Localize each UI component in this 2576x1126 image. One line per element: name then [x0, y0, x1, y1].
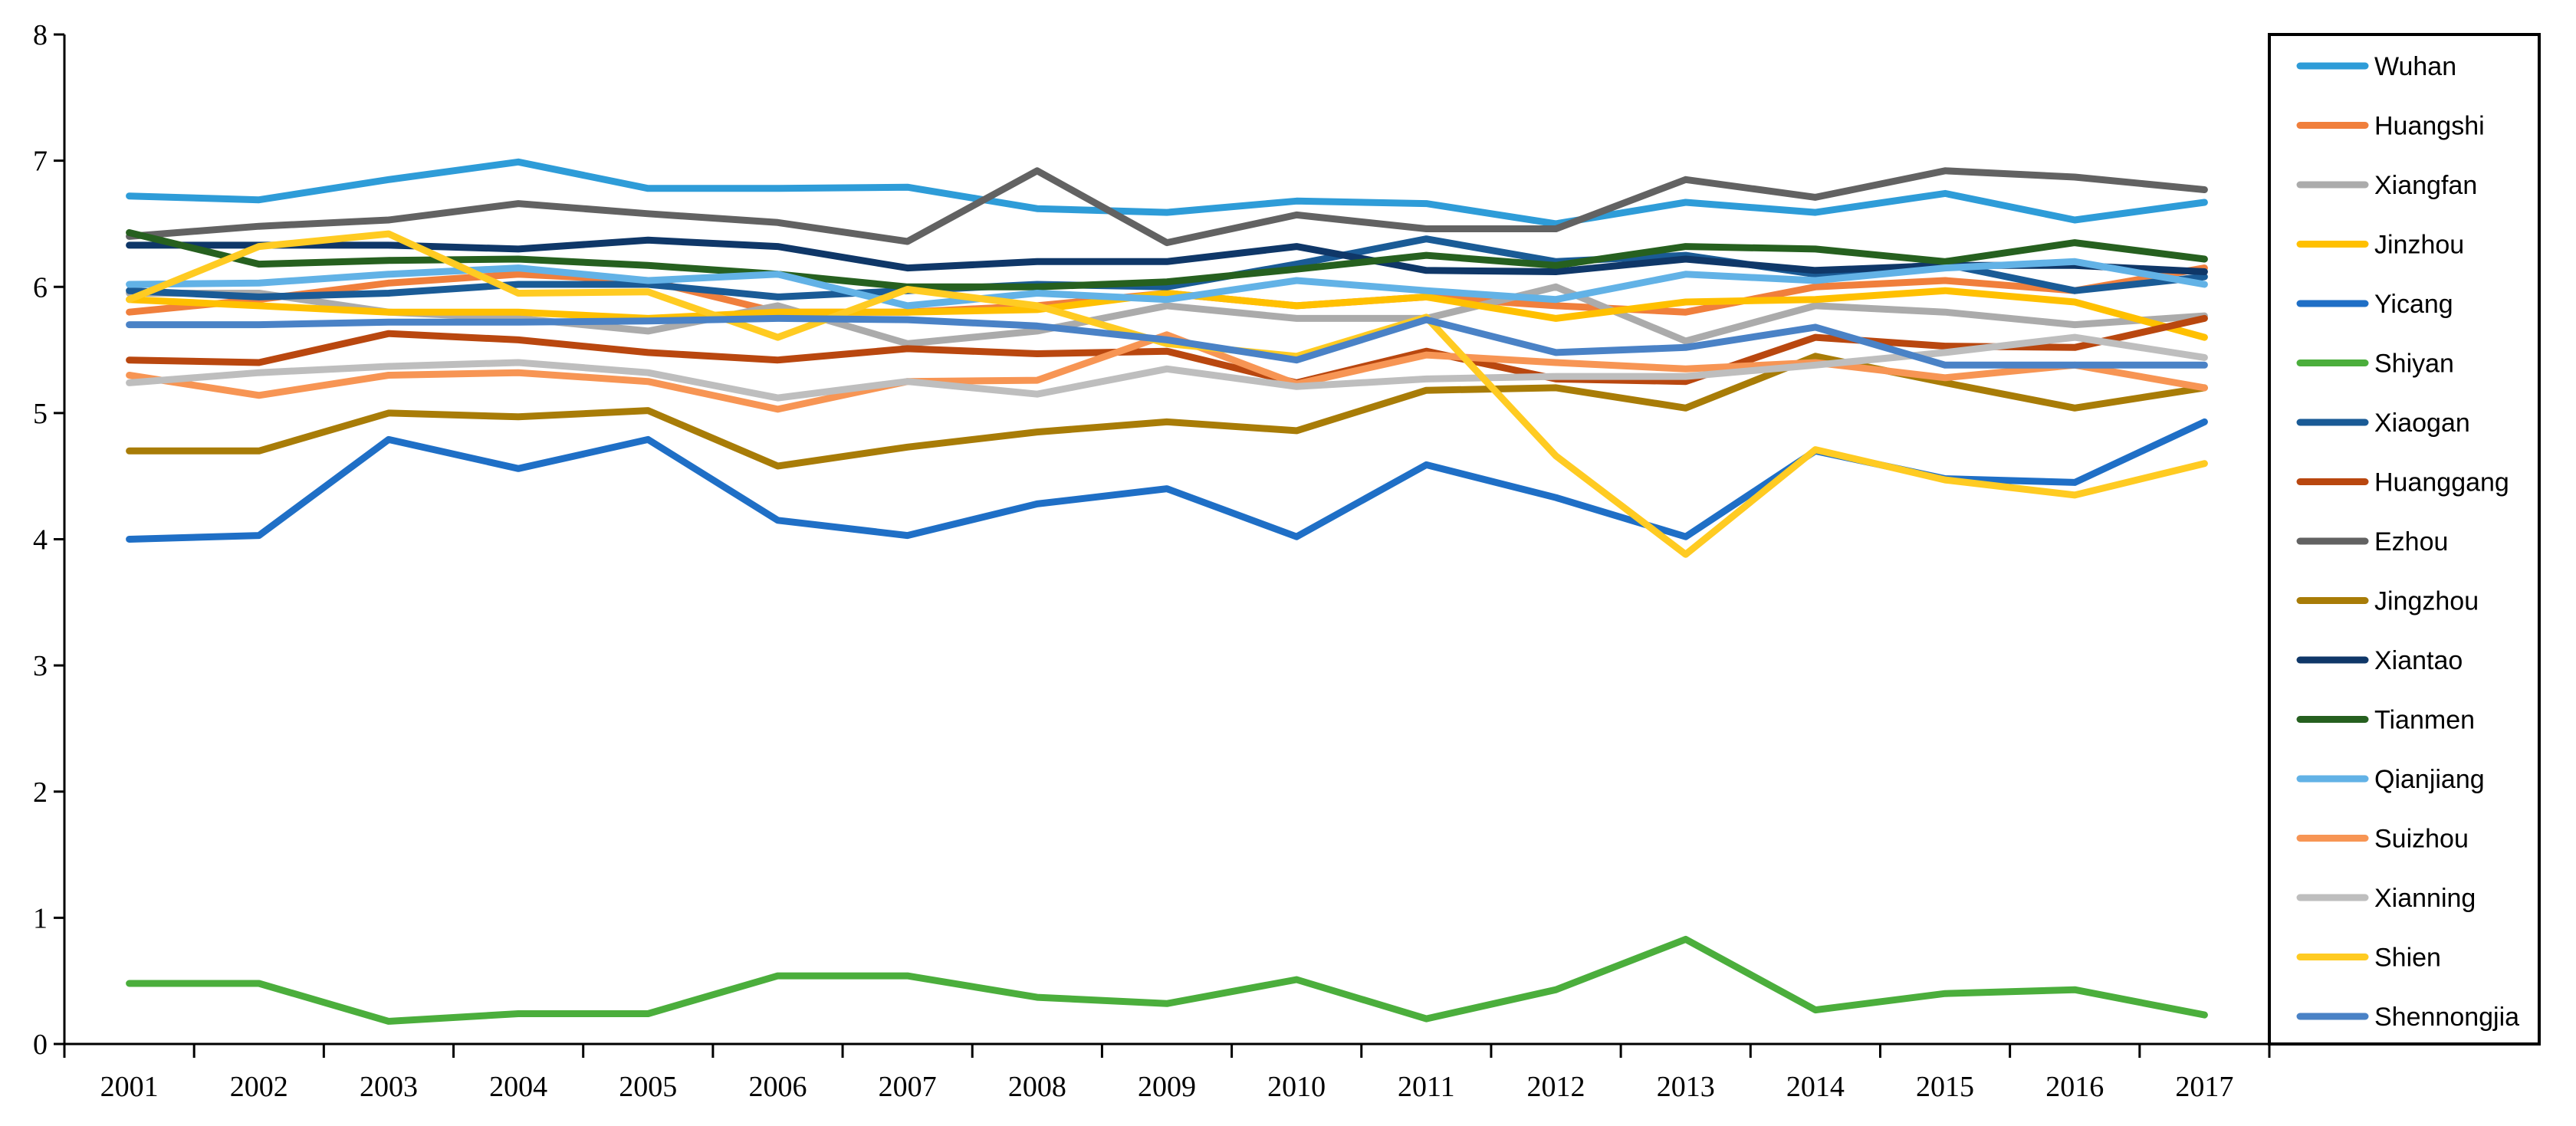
y-tick-label: 4: [33, 524, 48, 556]
series-line-yicang: [126, 418, 2208, 543]
legend-label-xiangfan: Xiangfan: [2374, 171, 2477, 200]
series-line-xianning: [126, 333, 2208, 402]
legend-label-jingzhou: Jingzhou: [2374, 587, 2479, 616]
y-tick-label: 6: [33, 271, 48, 304]
y-tick-label: 5: [33, 398, 48, 430]
legend-label-tianmen: Tianmen: [2374, 706, 2475, 735]
legend-label-xianning: Xianning: [2374, 884, 2476, 913]
y-tick-label: 8: [33, 19, 48, 51]
y-tick-label: 2: [33, 776, 48, 809]
x-tick-label: 2013: [1657, 1071, 1715, 1103]
legend-label-wuhan: Wuhan: [2374, 52, 2456, 81]
x-tick-label: 2011: [1398, 1071, 1455, 1103]
legend-label-shennongjia: Shennongjia: [2374, 1003, 2519, 1032]
series-line-wuhan: [126, 158, 2208, 228]
x-tick-label: 2009: [1138, 1071, 1196, 1103]
legend: Wuhan Huangshi Xiangfan Jinzhou Yicang Shiyan…: [2296, 52, 2519, 1032]
legend-label-jinzhou: Jinzhou: [2374, 231, 2464, 260]
series-line-jinzhou: [126, 287, 2208, 341]
series-line-xiangfan: [126, 283, 2208, 347]
x-tick-label: 2006: [748, 1071, 807, 1103]
x-tick-label: 2015: [1916, 1071, 1974, 1103]
legend-label-qianjiang: Qianjiang: [2374, 765, 2485, 794]
legend-label-huangshi: Huangshi: [2374, 112, 2485, 141]
legend-label-huanggang: Huanggang: [2374, 468, 2509, 497]
legend-label-yicang: Yicang: [2374, 290, 2453, 319]
legend-label-shien: Shien: [2374, 944, 2441, 973]
series-lines: [126, 158, 2208, 1025]
x-axis-ticks: 2001 2002 2003 2004 2005 2006 2007 2008 2009 2010…: [63, 1044, 2271, 1103]
series-line-shien: [126, 230, 2208, 558]
series-line-shennongjia: [126, 314, 2208, 369]
y-tick-label: 1: [33, 902, 48, 934]
y-axis-ticks: 0 1 2 3 4 5 6 7 8: [33, 19, 64, 1061]
x-tick-label: 2012: [1527, 1071, 1585, 1103]
x-tick-label: 2003: [360, 1071, 418, 1103]
series-line-suizhou: [126, 331, 2208, 413]
legend-label-ezhou: Ezhou: [2374, 527, 2448, 556]
series-line-shiyan: [126, 935, 2208, 1025]
x-tick-label: 2017: [2175, 1071, 2233, 1103]
series-line-xiantao: [126, 236, 2208, 275]
x-tick-label: 2008: [1008, 1071, 1066, 1103]
x-tick-label: 2007: [879, 1071, 937, 1103]
x-tick-label: 2002: [230, 1071, 288, 1103]
legend-label-xiantao: Xiantao: [2374, 646, 2463, 675]
x-tick-label: 2010: [1267, 1071, 1326, 1103]
y-tick-label: 3: [33, 650, 48, 682]
x-tick-label: 2005: [619, 1071, 677, 1103]
x-tick-label: 2004: [489, 1071, 547, 1103]
y-tick-label: 0: [33, 1029, 48, 1061]
y-tick-label: 7: [33, 146, 48, 178]
series-line-tianmen: [126, 229, 2208, 291]
x-tick-label: 2016: [2045, 1071, 2104, 1103]
legend-label-shiyan: Shiyan: [2374, 350, 2454, 379]
x-tick-label: 2001: [100, 1071, 159, 1103]
legend-label-suizhou: Suizhou: [2374, 825, 2469, 854]
x-tick-label: 2014: [1786, 1071, 1845, 1103]
series-line-ezhou: [126, 167, 2208, 247]
legend-label-xiaogan: Xiaogan: [2374, 409, 2470, 438]
